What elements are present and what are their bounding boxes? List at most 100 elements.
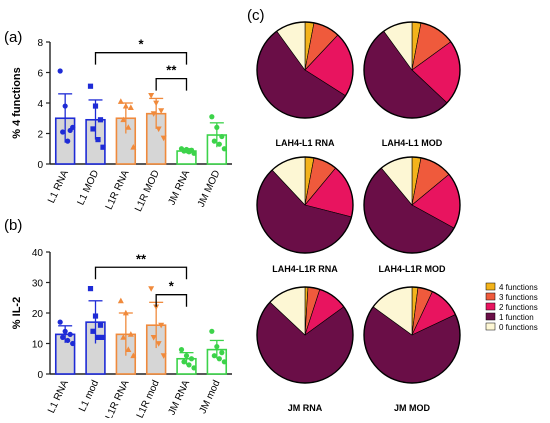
panel-letter-a: (a) [4,29,22,46]
data-point [186,362,192,368]
data-point [209,328,215,334]
data-point [70,340,76,347]
data-point [65,138,71,144]
data-point [57,319,63,325]
data-point [181,148,187,154]
data-point [95,334,101,340]
legend-swatch [485,302,496,311]
pie-outline [256,21,354,119]
y-tick-label: 8 [37,38,43,49]
data-point [221,359,227,365]
y-tick-label: 40 [32,248,44,259]
data-point [120,116,127,123]
data-point [209,114,215,120]
pie-outline [256,156,354,254]
data-point [92,103,99,109]
y-tick-label: 10 [32,340,44,351]
legend-swatch [485,312,496,321]
data-point [178,347,185,353]
legend-swatch [485,322,496,331]
data-point [65,337,71,344]
data-point [158,322,165,329]
data-point [122,309,129,316]
data-point [100,144,106,150]
y-tick-label: 20 [32,309,44,320]
significance-label: ** [166,63,177,78]
x-tick-label: JM RNA [167,168,193,207]
y-tick-label: 0 [37,160,43,171]
data-point [117,98,124,104]
data-point [60,129,66,135]
legend-label: 0 functions [499,323,538,332]
data-point [95,137,101,143]
data-point [158,108,165,114]
x-tick-label: L1 MOD [76,169,102,207]
y-tick-label: 0 [37,370,43,381]
data-point [155,341,162,347]
data-point [153,100,160,107]
x-tick-label: L1R RNA [104,378,132,418]
data-point [181,359,187,365]
data-point [216,356,222,362]
y-axis-title: % IL-2 [11,297,23,329]
data-point [127,331,134,337]
legend-swatch [485,292,496,301]
data-point [191,150,197,156]
x-tick-label: JM RNA [167,378,193,417]
data-point [155,126,162,133]
significance-bracket [155,294,188,307]
x-tick-label: L1 mod [77,379,101,414]
pie-outline [363,286,461,384]
pie-label: JM MOD [394,403,431,413]
data-point [100,334,106,340]
data-point [160,353,167,359]
data-point [97,322,104,328]
data-point [67,331,73,337]
data-point [127,104,134,110]
pie-charts-functions: LAH4-L1 RNA LAH4-L1 MOD LAH4-L1R RNA LAH4-L… [256,21,538,413]
bar-chart-il2: 0 10 20 30 40 % IL-2 L1 RNA L1 mod L1R RNA L1R mo… [11,248,232,422]
pie-label: JM RNA [288,403,323,413]
y-axis-title: % 4 functions [11,67,23,139]
data-point [62,103,68,109]
data-point [57,68,63,74]
data-point [117,297,124,304]
data-point [221,146,227,152]
x-tick-label: L1R RNA [104,168,132,211]
x-tick-label: L1R mod [135,379,162,418]
data-point [92,313,99,319]
data-point [160,135,167,142]
y-tick-label: 4 [37,99,43,110]
data-point [97,117,104,123]
y-tick-label: 2 [37,130,43,141]
data-point [148,286,155,292]
data-point [211,353,217,359]
data-point [183,353,190,359]
pie-outline [256,286,354,384]
x-tick-label: JM MOD [196,169,223,209]
significance-label: ** [136,251,147,266]
data-point [211,138,217,144]
y-tick-label: 30 [32,279,44,290]
data-point [130,144,137,150]
data-point [87,286,94,292]
significance-bracket [94,266,188,280]
data-point [122,102,129,109]
pie-outline [363,156,461,254]
data-point [214,124,220,130]
significance-bracket [94,52,188,65]
data-point [219,350,225,356]
bar-chart-4-functions: 0 2 4 6 8 % 4 functions L1 RNA L1 MOD L1R RNA L1R… [11,37,232,214]
data-point [150,111,157,117]
panel-letter-c: (c) [247,7,265,24]
data-point [214,343,220,350]
data-point [90,126,96,132]
data-point [70,124,76,130]
pie-label: LAH4-L1 MOD [382,138,443,148]
legend-label: 1 function [499,313,534,322]
data-point [219,133,225,140]
legend-label: 4 functions [499,283,538,292]
y-tick-label: 6 [37,69,43,80]
significance-bracket [155,77,188,91]
